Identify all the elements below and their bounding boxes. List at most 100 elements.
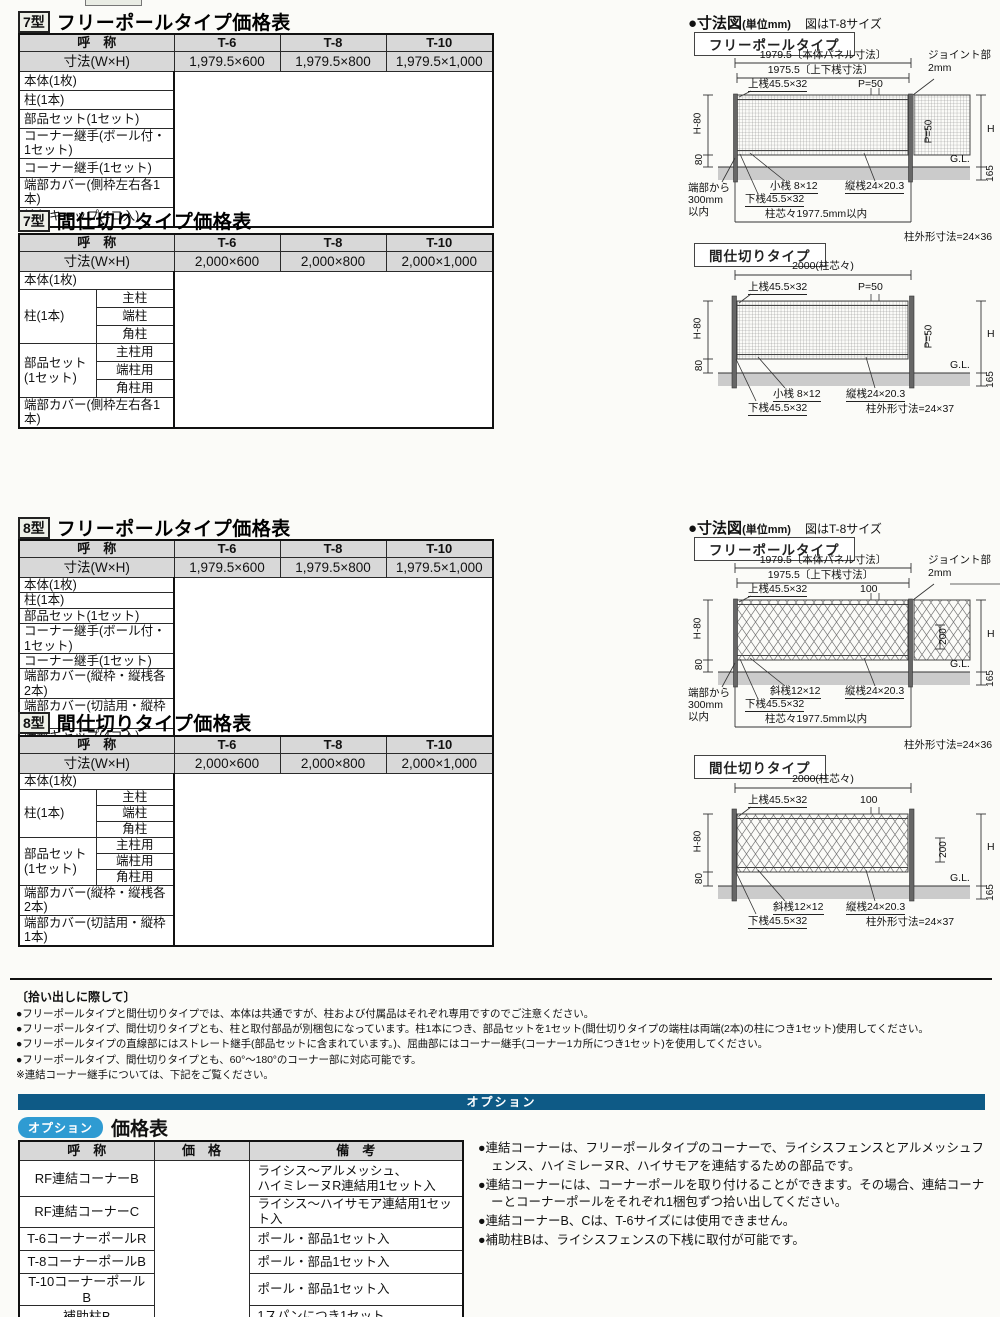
option-price-title: オプション 価格表 (18, 1114, 168, 1141)
post-outline-dim-label: 柱外形寸法=24×36 (904, 739, 993, 751)
section-heading: 間仕切りタイプ価格表 (56, 714, 252, 735)
dim-80-label: 80 (694, 153, 706, 166)
table-row: 端部カバー(側枠左右各1本) (18, 176, 493, 208)
table-header-row: 呼 称 価 格 備 考 (18, 1140, 464, 1161)
post-outline-dim-label: 柱外形寸法=24×37 (866, 403, 955, 415)
dims-t10: 1,979.5×1,000 (385, 557, 494, 578)
row-label: コーナー継手(1セット) (18, 652, 175, 670)
dims-t6: 2,000×600 (173, 251, 281, 272)
small-rail-label: 小桟 8×12 (773, 388, 821, 402)
dims-t10: 2,000×1,000 (385, 753, 494, 774)
joint-label: ジョイント部 (928, 49, 991, 61)
divider-line (10, 978, 992, 980)
dim-80-label: 80 (694, 658, 706, 671)
bottom-rail-label: 下桟45.5×32 (748, 402, 808, 416)
height-minus-80-label: H-80 (692, 317, 704, 340)
dim-head-figsize: 図はT-8サイズ (804, 522, 882, 536)
dim-80-label: 80 (694, 872, 706, 885)
note-item: ●フリーポールタイプと間仕切りタイプでは、本体は共通ですが、柱および付属品はそれ… (16, 1008, 595, 1020)
bottom-rail-label: 下桟45.5×32 (745, 193, 805, 207)
typebox-freepole: フリーポールタイプ (694, 537, 855, 561)
dims-t10: 2,000×1,000 (385, 251, 494, 272)
group-label-parts: 部品セット (1セット) (18, 837, 97, 886)
diagram-7-freepole: 1979.5〔本体パネル寸法〕 1975.5〔上下桟寸法〕 ジョイント部 2mm… (688, 49, 1000, 247)
col-header-t6: T-6 (173, 233, 281, 252)
type-badge-7: 7型 (18, 10, 50, 33)
dimension-row: 寸法(W×H) 1,979.5×600 1,979.5×800 1,979.5×… (18, 557, 494, 578)
pitch-right-label: 200 (937, 628, 949, 645)
row-label: コーナー継手(1セット) (18, 157, 175, 178)
table-row: RF連結コーナーB ライシス〜アルメッシュ、 ハイミレーヌR連結用1セット入 (18, 1159, 464, 1317)
table-row: T-8コーナーポールB ポール・部品1セット入 (18, 1250, 464, 1274)
sub-label: 角柱用 (95, 379, 176, 398)
section-heading: フリーポールタイプ価格表 (56, 13, 291, 34)
ground-level-label: G.L. (950, 872, 970, 884)
col-header-name: 呼 称 (18, 539, 175, 558)
option-badge: オプション (18, 1117, 104, 1138)
row-label: 端部カバー(縦枠・縦桟各2本) (18, 885, 176, 916)
dimension-row: 寸法(W×H) 1,979.5×600 1,979.5×800 1,979.5×… (18, 51, 494, 72)
row-label: 部品セット(1セット) (18, 109, 175, 129)
empty-price-area (153, 1159, 250, 1317)
joint-gap: 2mm (928, 567, 952, 579)
post-outline-dim-label: 柱外形寸法=24×37 (866, 916, 955, 928)
dims-label: 寸法(W×H) (18, 51, 175, 72)
sub-label: 端柱 (95, 805, 176, 822)
dims-t10: 1,979.5×1,000 (385, 51, 494, 72)
table-row: 端柱用 (19, 853, 493, 870)
typebox-freepole: フリーポールタイプ (694, 32, 855, 56)
dims-t8: 1,979.5×800 (279, 557, 387, 578)
bottom-rail-label: 下桟45.5×32 (745, 698, 805, 712)
post-span-label: 柱芯々1977.5mm以内 (765, 713, 868, 725)
fence-diagram-graphic (703, 270, 986, 402)
sub-label: 端柱用 (95, 361, 176, 380)
col-header-price: 価 格 (153, 1140, 250, 1161)
top-rail-label: 上桟45.5×32 (748, 78, 808, 92)
dims-label: 寸法(W×H) (18, 753, 175, 774)
group-label-post: 柱(1本) (18, 789, 97, 838)
dim-165-label: 165 (984, 165, 996, 182)
option-note-item: ●連結コーナーB、Cは、T-6サイズには使用できません。 (478, 1214, 796, 1228)
option-note-item: ●補助柱Bは、ライシスフェンスの下桟に取付が可能です。 (478, 1232, 805, 1247)
col-header-t10: T-10 (385, 33, 494, 52)
small-rail-label: 小桟 8×12 (770, 180, 818, 194)
group-label-line2: (1セット) (24, 370, 77, 385)
dims-t6: 1,979.5×600 (173, 557, 281, 578)
table-header-row: 呼 称 T-6 T-8 T-10 (18, 233, 494, 252)
vertical-rail-label: 縦桟24×20.3 (845, 685, 905, 699)
col-header-remarks: 備 考 (248, 1140, 464, 1161)
pitch-right-label: P=50 (923, 119, 935, 144)
edge-distance-line2: 300mm (688, 194, 724, 206)
dimension-row: 寸法(W×H) 2,000×600 2,000×800 2,000×1,000 (18, 251, 494, 272)
diagonal-rail-label: 斜桟12×12 (773, 901, 824, 915)
dim-rail-width: 1975.5〔上下桟寸法〕 (767, 64, 874, 76)
diagram-7-partition: 2000(柱芯々) 上桟45.5×32 P=50 H-80 80 P=50 H … (688, 260, 1000, 428)
row-label: 端部カバー(縦枠・縦桟各2本) (18, 668, 175, 699)
dims-t6: 2,000×600 (173, 753, 281, 774)
table-row: 端部カバー(縦枠・縦桟各2本) (18, 668, 493, 699)
option-name: 補助柱B (18, 1305, 155, 1317)
dim-80-label: 80 (694, 359, 706, 372)
sub-label: 主柱 (95, 289, 176, 308)
row-label: 端部カバー(側枠左右各1本) (18, 396, 176, 429)
picking-notes: 〔拾い出しに際して〕 ●フリーポールタイプと間仕切りタイプでは、本体は共通ですが… (16, 988, 991, 1083)
table-row: 端部カバー(切詰用・縦枠1本) (18, 914, 493, 947)
col-header-t10: T-10 (385, 735, 494, 754)
option-remark: ライシス〜ハイサモア連結用1セット入 (248, 1196, 464, 1228)
sub-label: 角柱用 (95, 869, 176, 886)
dims-t8: 1,979.5×800 (279, 51, 387, 72)
sub-label: 主柱用 (95, 343, 176, 362)
dim-head-title: ●寸法図 (688, 520, 743, 537)
price-table-7-partition: 呼 称 T-6 T-8 T-10 寸法(W×H) 2,000×600 2,000… (18, 233, 495, 429)
col-header-t6: T-6 (173, 539, 281, 558)
option-remark: 1スパンにつき1セット (248, 1305, 464, 1317)
col-header-name: 呼 称 (18, 233, 175, 252)
option-name: RF連結コーナーC (18, 1196, 155, 1228)
dims-t8: 2,000×800 (279, 251, 387, 272)
sub-label: 角柱 (95, 325, 176, 344)
pitch-right-label: 200 (937, 841, 949, 858)
edge-distance-line1: 端部から (688, 182, 730, 194)
table-row: 角柱用 (19, 869, 493, 886)
note-item: ●フリーポールタイプ、間仕切りタイプとも、60°〜180°のコーナー部に対応可能… (16, 1053, 422, 1066)
